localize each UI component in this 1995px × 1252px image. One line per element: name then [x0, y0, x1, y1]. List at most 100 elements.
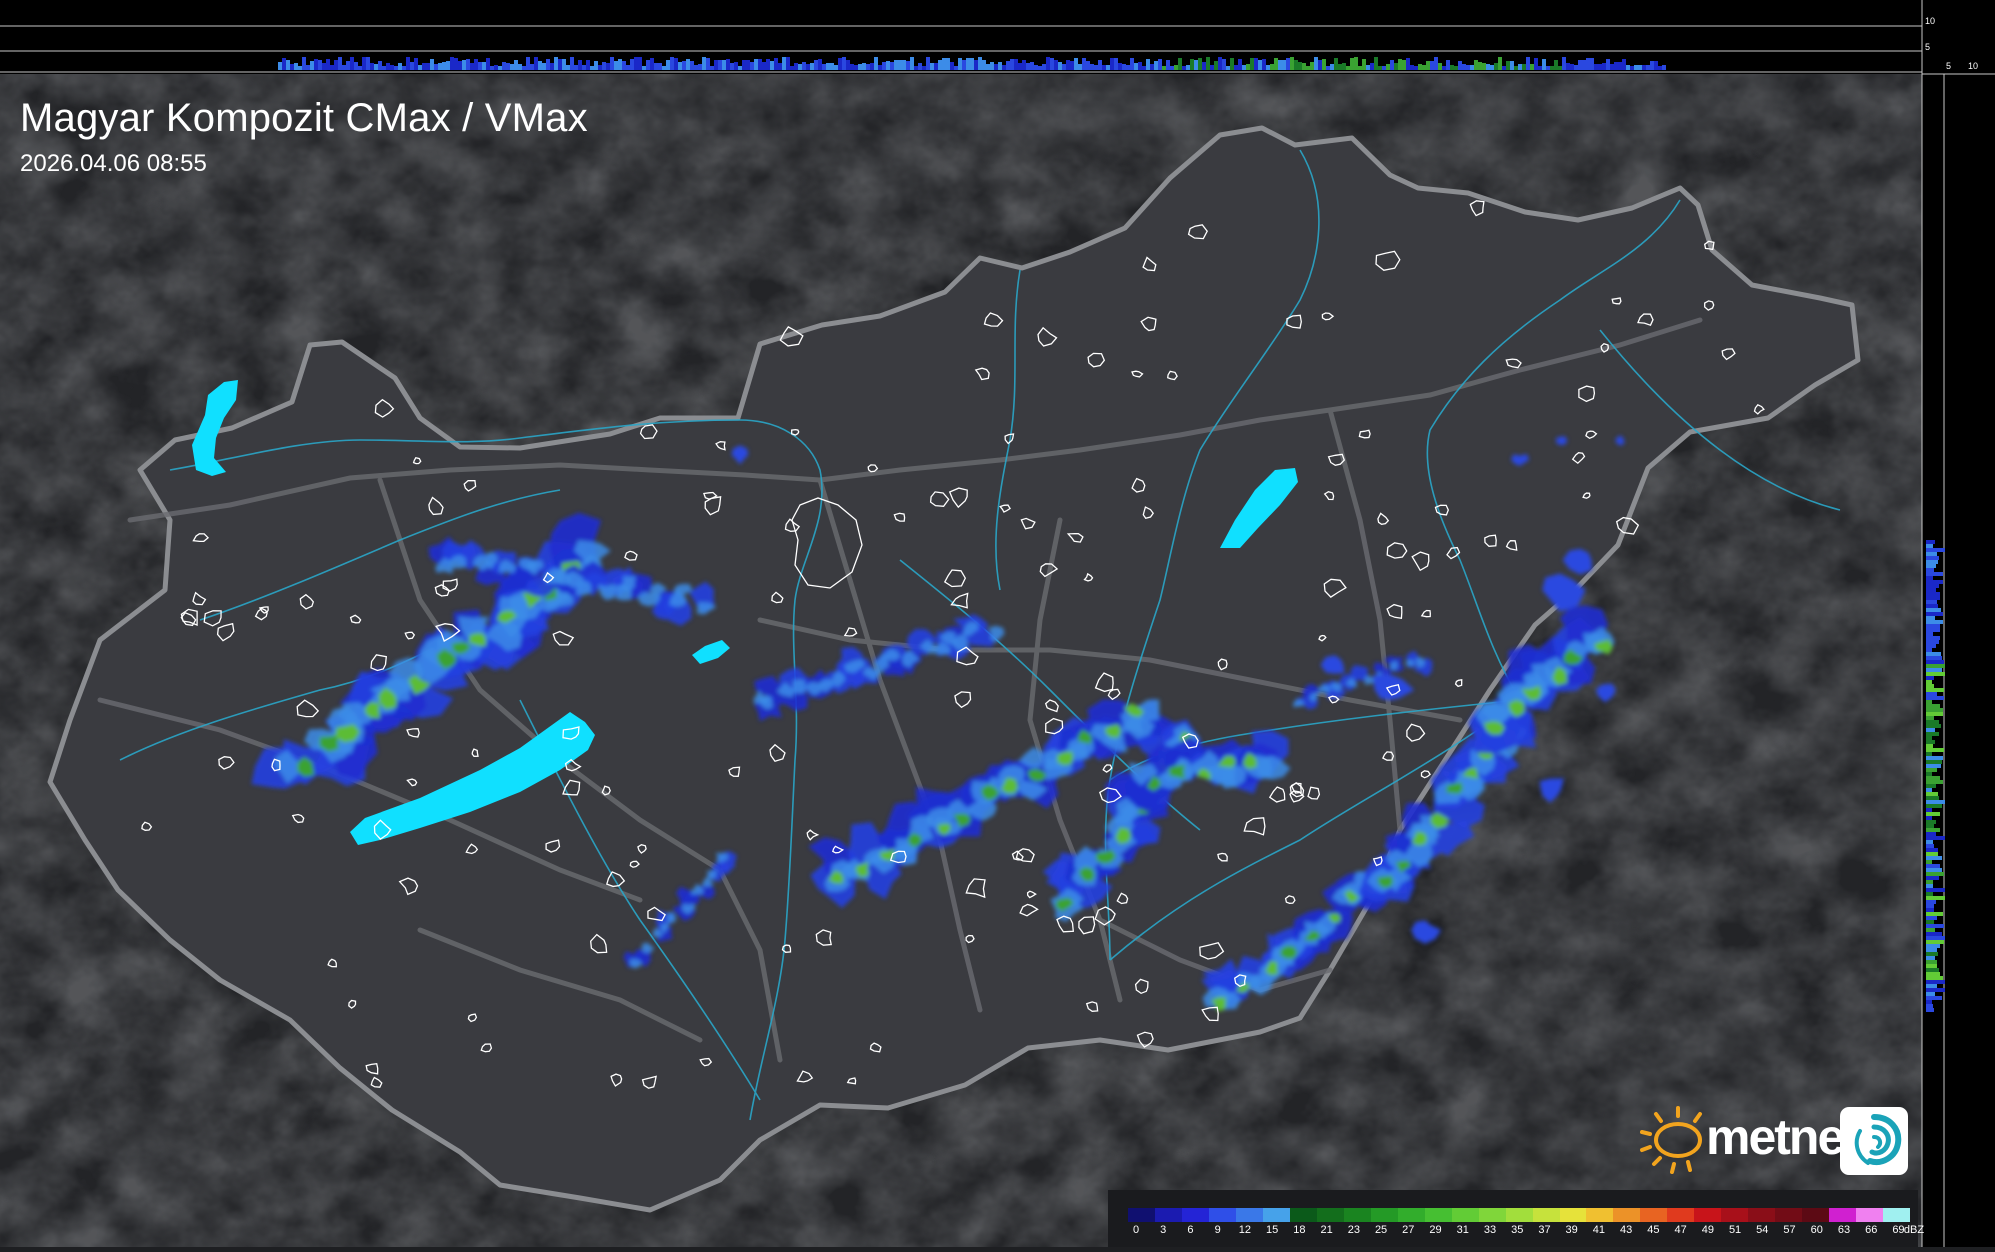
profile-echo [1642, 65, 1646, 70]
settlement-outline [815, 929, 832, 946]
profile-echo [1038, 66, 1042, 70]
profile-echo [590, 66, 594, 70]
profile-echo [1158, 59, 1162, 70]
profile-echo [1654, 61, 1658, 70]
settlement-outline [1321, 312, 1335, 321]
settlement-outline [370, 654, 388, 672]
profile-echo [322, 63, 326, 70]
settlement-outline [1385, 684, 1401, 696]
profile-echo [1926, 568, 1934, 572]
profile-echo [1422, 65, 1426, 70]
profile-echo [1142, 66, 1146, 70]
profile-echo [526, 57, 530, 70]
profile-echo [510, 64, 514, 70]
settlement-outline [1375, 250, 1401, 271]
settlement-outline [889, 850, 907, 864]
lake-neusiedl [192, 380, 238, 476]
echo-moderate [702, 877, 714, 887]
settlement-outline [867, 464, 879, 473]
echo-heavy [1264, 960, 1278, 976]
echo-moderate [1293, 699, 1305, 708]
profile-echo [1390, 60, 1394, 70]
echo-moderate [1128, 762, 1159, 786]
profile-echo [1014, 59, 1018, 70]
profile-echo [1926, 840, 1933, 844]
profile-echo [462, 60, 466, 70]
profile-echo [1926, 920, 1934, 924]
settlement-outline [1166, 370, 1178, 381]
profile-echo [930, 63, 934, 70]
settlement-outline [1011, 850, 1024, 861]
settlement-outline [943, 569, 967, 588]
profile-echo [690, 61, 694, 70]
profile-echo [418, 65, 422, 70]
profile-echo [762, 62, 766, 70]
profile-echo [1046, 57, 1050, 70]
profile-echo [1478, 62, 1482, 70]
echo-moderate [552, 567, 572, 585]
settlement-outline [254, 607, 268, 621]
echo-moderate [629, 958, 643, 969]
echo-moderate [1405, 839, 1433, 868]
profile-echo [306, 65, 310, 70]
profile-echo [1926, 748, 1944, 752]
profile-echo [1234, 65, 1238, 70]
echo-cell [1539, 778, 1564, 803]
echo-moderate [818, 679, 835, 693]
echo-moderate [498, 559, 517, 573]
settlement-outline [1585, 430, 1598, 440]
echo-cell [1542, 573, 1586, 612]
profile-echo [1926, 952, 1938, 956]
profile-echo [446, 61, 450, 70]
profile-echo [798, 64, 802, 70]
profile-echo [698, 64, 702, 70]
profile-echo [1622, 59, 1626, 70]
profile-echo [1054, 60, 1058, 70]
profile-echo [1550, 66, 1554, 70]
profile-echo [1510, 61, 1514, 70]
profile-echo [646, 60, 650, 70]
profile-echo [1926, 648, 1932, 652]
profile-echo [294, 63, 298, 70]
profile-echo [1230, 58, 1234, 70]
echo-heavy [319, 734, 339, 752]
settlement-outline [562, 726, 580, 740]
profile-echo [802, 62, 806, 70]
echo-heavy [1377, 875, 1394, 889]
profile-echo [1534, 58, 1538, 70]
profile-echo [1006, 61, 1010, 70]
legend-swatch [1235, 1208, 1263, 1222]
echo-moderate [641, 942, 655, 954]
legend-tick-label: 21 [1320, 1224, 1333, 1236]
settlement-outline [590, 933, 608, 954]
echo-heavy [1168, 764, 1186, 779]
profile-echo [1098, 60, 1102, 70]
echo-moderate [1019, 746, 1044, 769]
echo-heavy [953, 813, 972, 828]
settlement-outline [999, 504, 1011, 513]
profile-echo [1374, 57, 1378, 70]
profile-echo [1546, 66, 1550, 70]
echo-heavy [937, 823, 951, 836]
profile-echo [1462, 64, 1466, 70]
echo-light [634, 948, 651, 968]
map-title: Magyar Kompozit CMax / VMax [20, 96, 588, 140]
settlement-outline [192, 533, 210, 543]
profile-echo [938, 60, 942, 70]
settlement-outline [728, 766, 741, 777]
profile-echo [1490, 65, 1494, 70]
settlement-outline [471, 748, 479, 757]
profile-echo [1302, 63, 1306, 70]
legend-swatch [1289, 1208, 1317, 1222]
profile-echo [1926, 744, 1933, 748]
settlement-outline [954, 691, 972, 709]
profile-echo [886, 61, 890, 70]
profile-echo [614, 61, 618, 70]
profile-echo [1926, 864, 1940, 868]
settlement-outline [1217, 658, 1228, 671]
profile-echo [1118, 63, 1122, 70]
profile-echo [1582, 60, 1586, 70]
settlement-outline [1318, 634, 1327, 642]
settlement-outline [1721, 348, 1736, 361]
legend-swatch [1829, 1208, 1857, 1222]
